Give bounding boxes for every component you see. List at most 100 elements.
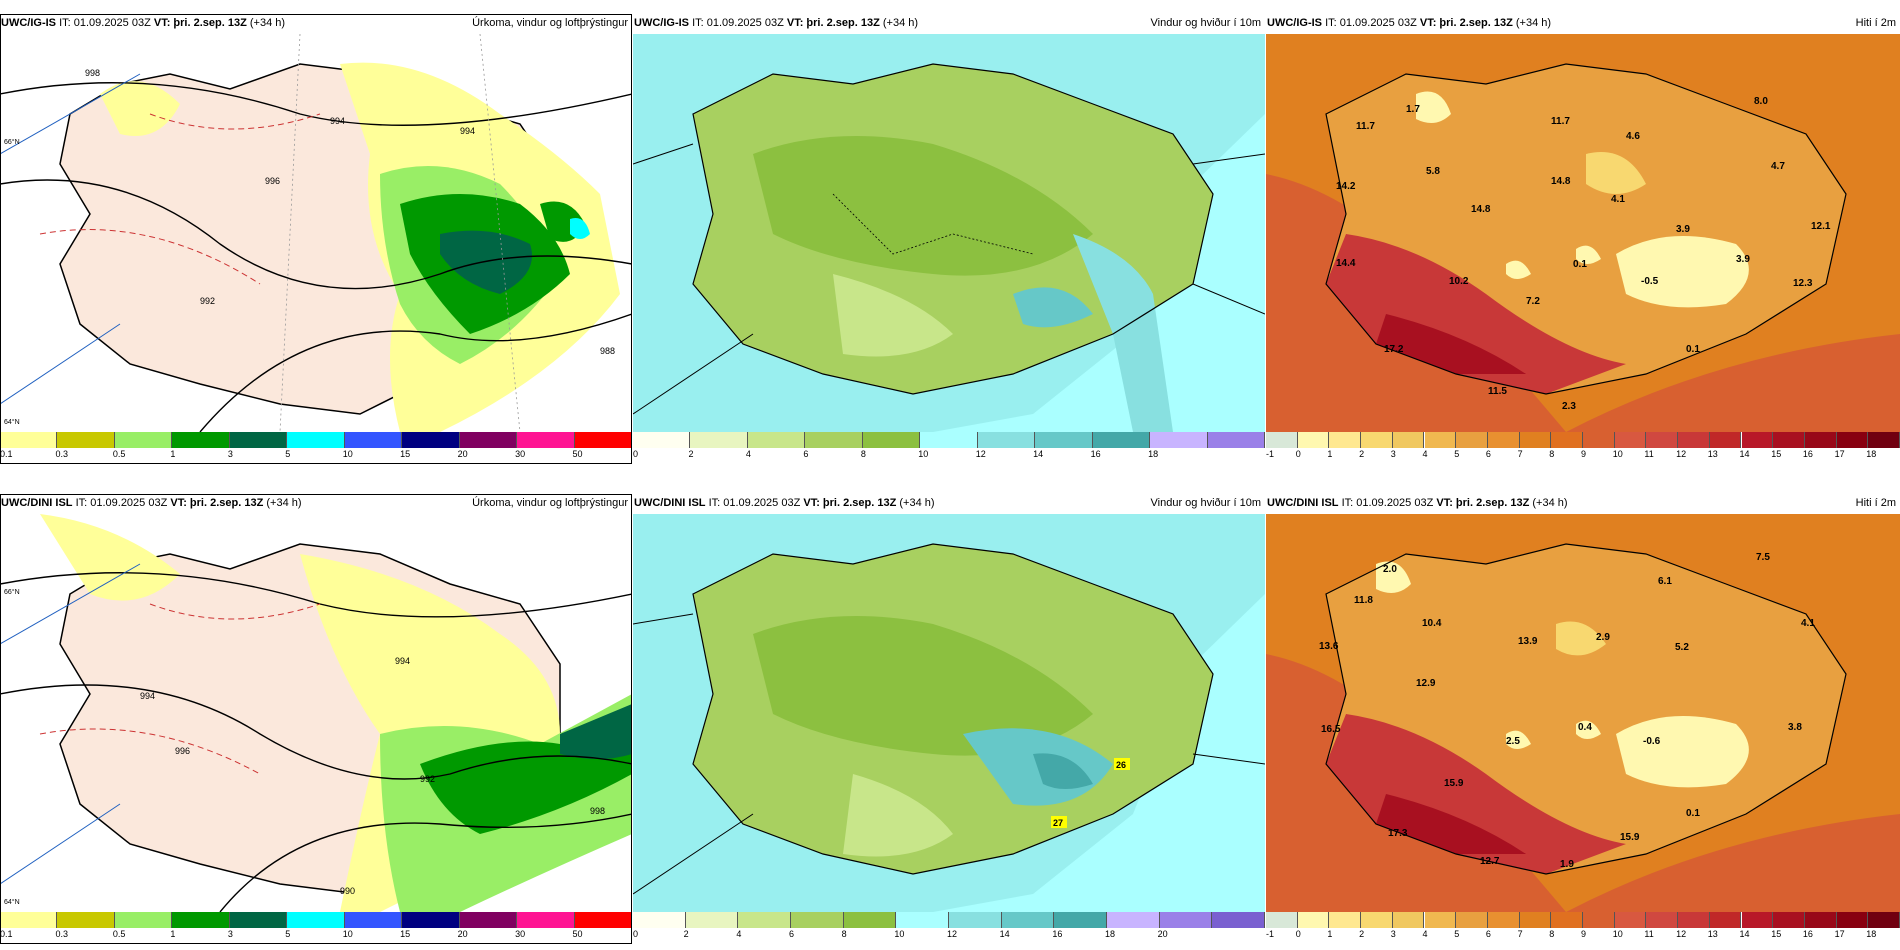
colorbar-swatch: [517, 912, 575, 928]
colorbar-tick-label: 18: [1148, 449, 1159, 459]
colorbar-tick-label: 10: [342, 449, 353, 459]
colorbar-swatch: [1868, 912, 1900, 928]
lat-label: 66°N: [4, 138, 20, 146]
colorbar-swatch: [1054, 912, 1107, 928]
colorbar-tick-label: 3: [227, 449, 233, 459]
isobar-label: 994: [395, 656, 410, 666]
temperature-colorbar: -1 0 1 2 3 4 5 6 7 8 9 10 11 12 13 14 15 16 17 18: [1266, 432, 1900, 460]
colorbar-tick-label: 18: [1866, 449, 1877, 459]
colorbar-swatch: [517, 432, 575, 448]
colorbar-tick-label: 0.5: [112, 449, 126, 459]
temp-label: 7.5: [1756, 552, 1770, 563]
colorbar-tick-label: 3: [1390, 449, 1396, 459]
colorbar-tick-label: 20: [1157, 929, 1168, 939]
panel-header: UWC/IG-IS IT: 01.09.2025 03Z VT: þri. 2.…: [633, 14, 1265, 32]
colorbar-tick-label: 0: [633, 449, 639, 459]
colorbar-tick-label: 6: [1485, 449, 1491, 459]
colorbar-tick-label: 3: [1390, 929, 1396, 939]
lead-time: (+34 h): [882, 17, 919, 29]
model-name: UWC/IG-IS: [1, 17, 56, 29]
colorbar-swatch: [949, 912, 1002, 928]
colorbar-tick-label: 2: [683, 929, 689, 939]
wind-colorbar: 0 2 4 6 8 10 12 14 16 18 20: [633, 912, 1265, 940]
colorbar-tick-label: 1: [1327, 929, 1333, 939]
colorbar-swatch: [1212, 912, 1265, 928]
temp-label: 1.7: [1406, 104, 1420, 115]
colorbar-swatch: [1424, 432, 1457, 448]
colorbar-swatch: [1092, 432, 1151, 448]
lead-time: (+34 h): [899, 497, 935, 509]
temp-label: 3.8: [1788, 722, 1802, 733]
temp-label: 10.2: [1449, 276, 1469, 287]
colorbar-tick-label: 2: [688, 449, 694, 459]
temperature-map[interactable]: 2.0 7.5 11.8 6.1 10.4 4.1 13.6 13.9 2.9 …: [1266, 514, 1900, 912]
issue-time: IT: 01.09.2025 03Z: [1341, 497, 1434, 509]
temp-label: 3.9: [1736, 254, 1750, 265]
temp-label: 14.8: [1471, 204, 1491, 215]
temp-label: 0.1: [1686, 808, 1700, 819]
temp-label: 11.8: [1354, 595, 1373, 606]
panel-header: UWC/DINI ISL IT: 01.09.2025 03Z VT: þri.…: [1266, 494, 1900, 512]
temp-label: 7.2: [1526, 296, 1540, 307]
temp-label: 13.9: [1518, 636, 1538, 647]
colorbar-swatch: [1836, 432, 1869, 448]
valid-label: VT:: [1436, 497, 1453, 509]
wind-map[interactable]: [633, 34, 1265, 432]
colorbar-tick-label: 4: [1422, 929, 1428, 939]
issue-time: IT: 01.09.2025 03Z: [59, 17, 151, 29]
colorbar-swatch: [287, 912, 345, 928]
model-name: UWC/DINI ISL: [1, 497, 73, 509]
colorbar-tick-label: 2: [1359, 929, 1365, 939]
colorbar-tick-label: 18: [1866, 929, 1877, 939]
colorbar-swatch: [1361, 912, 1393, 928]
colorbar-swatch: [1583, 432, 1615, 448]
temp-label: 12.9: [1416, 678, 1436, 689]
colorbar-tick-label: 6: [1485, 929, 1491, 939]
colorbar-swatch: [1741, 432, 1774, 448]
temperature-map[interactable]: 11.7 1.7 8.0 14.2 5.8 11.7 4.6 14.8 4.7 …: [1266, 34, 1900, 432]
colorbar-swatch: [1392, 912, 1425, 928]
colorbar-tick-label: 4: [745, 449, 751, 459]
precip-map[interactable]: 998 994 992 996 988 994 66°N 64°N: [0, 34, 632, 432]
temp-label: 2.3: [1562, 401, 1576, 412]
issue-time: IT: 01.09.2025 03Z: [708, 497, 801, 509]
temp-label: 17.2: [1384, 344, 1404, 355]
colorbar-tick-label: 8: [1549, 929, 1555, 939]
precip-colorbar: 0.1 0.3 0.5 1 3 5 10 15 20 30 50: [0, 432, 632, 460]
colorbar-tick-label: 30: [515, 929, 526, 939]
precip-map[interactable]: 994 992 994 996 990 998 66°N 64°N: [0, 514, 632, 912]
colorbar-swatch: [1150, 432, 1208, 448]
colorbar-tick-label: 0.1: [0, 929, 13, 939]
temp-label: 15.9: [1444, 778, 1464, 789]
colorbar-swatch: [1297, 432, 1330, 448]
temp-label: 2.5: [1506, 736, 1520, 747]
colorbar-swatch: [1614, 912, 1647, 928]
panel-precip-bottom: UWC/DINI ISL IT: 01.09.2025 03Z VT: þri.…: [0, 494, 632, 944]
colorbar-swatch: [805, 432, 863, 448]
colorbar-tick-label: 1: [1327, 449, 1333, 459]
colorbar-tick-label: 0: [1295, 929, 1301, 939]
temp-label: 5.8: [1426, 166, 1440, 177]
colorbar-tick-label: 16: [1802, 449, 1813, 459]
valid-time: þri. 2.sep. 13Z: [173, 17, 247, 29]
panel-header: UWC/IG-IS IT: 01.09.2025 03Z VT: þri. 2.…: [1266, 14, 1900, 32]
panel-title: Úrkoma, vindur og loftþrýstingur: [472, 17, 628, 29]
colorbar-swatch: [1297, 912, 1330, 928]
panel-title: Vindur og hviður í 10m: [1150, 497, 1261, 509]
precip-colorbar: 0.1 0.3 0.5 1 3 5 10 15 20 30 50: [0, 912, 632, 940]
valid-time: þri. 2.sep. 13Z: [1455, 497, 1530, 509]
colorbar-swatch: [1487, 912, 1520, 928]
colorbar-swatch: [747, 432, 806, 448]
temp-label: 2.9: [1596, 632, 1610, 643]
issue-time: IT: 01.09.2025 03Z: [75, 497, 168, 509]
issue-time: IT: 01.09.2025 03Z: [692, 17, 784, 29]
colorbar-swatch: [1519, 912, 1552, 928]
temp-label: 13.6: [1319, 641, 1339, 652]
colorbar-tick-label: 6: [803, 449, 809, 459]
colorbar-tick-label: 4: [1422, 449, 1428, 459]
panel-header: UWC/DINI ISL IT: 01.09.2025 03Z VT: þri.…: [633, 494, 1265, 512]
colorbar-tick-label: 8: [1549, 449, 1555, 459]
temp-label: 0.1: [1573, 259, 1587, 270]
colorbar-swatch: [1456, 432, 1488, 448]
wind-map[interactable]: 26 27: [633, 514, 1265, 912]
